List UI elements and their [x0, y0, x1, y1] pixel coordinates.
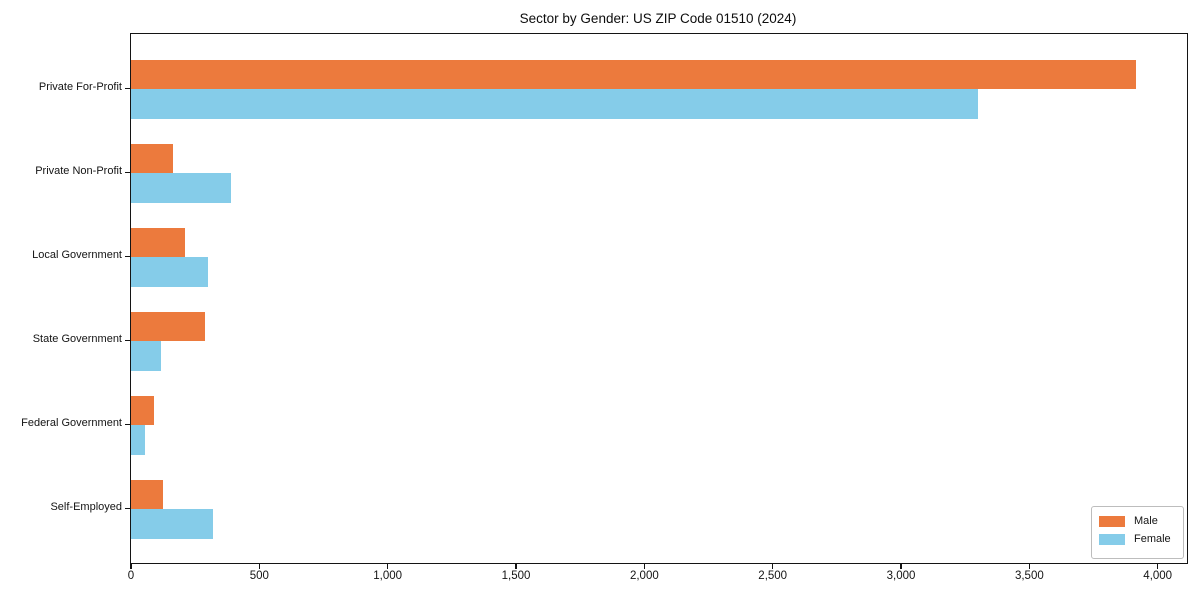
legend: Male Female [1091, 506, 1184, 559]
y-tick-mark [125, 423, 131, 425]
y-tick-label: Local Government [32, 249, 122, 262]
x-tick-mark [1028, 563, 1030, 569]
bar-male-2 [131, 143, 174, 174]
plot-area [130, 33, 1188, 564]
x-tick-label: 0 [127, 570, 135, 582]
y-tick-label: Self-Employed [50, 501, 122, 514]
y-tick-mark [125, 255, 131, 257]
x-tick-mark [515, 563, 517, 569]
bar-female-2 [131, 173, 232, 203]
legend-item-male: Male [1092, 512, 1183, 530]
y-tick-label: Private For-Profit [38, 81, 122, 94]
x-tick-mark [258, 563, 260, 569]
x-tick-label: 3,000 [886, 570, 916, 582]
y-tick-mark [125, 507, 131, 509]
x-tick-label: 1,500 [501, 570, 531, 582]
legend-label-male: Male [1134, 515, 1158, 527]
bar-male-5 [131, 395, 155, 426]
y-tick-mark [125, 339, 131, 341]
x-tick-label: 4,000 [1143, 570, 1173, 582]
bar-male-6 [131, 479, 164, 510]
bar-female-4 [131, 341, 161, 371]
x-tick-label: 2,500 [758, 570, 788, 582]
y-tick-label: Federal Government [21, 417, 122, 430]
x-tick-mark [130, 563, 132, 569]
y-tick-mark [125, 171, 131, 173]
y-tick-label: Private Non-Profit [35, 165, 122, 178]
x-tick-label: 500 [249, 570, 269, 582]
bar-male-3 [131, 227, 185, 258]
x-tick-mark [1157, 563, 1159, 569]
x-tick-label: 2,000 [629, 570, 659, 582]
chart-title: Sector by Gender: US ZIP Code 01510 (202… [519, 11, 797, 26]
x-tick-label: 3,500 [1014, 570, 1044, 582]
y-tick-label: State Government [32, 333, 122, 346]
legend-swatch-female [1099, 533, 1125, 545]
legend-label-female: Female [1134, 533, 1171, 545]
x-tick-mark [387, 563, 389, 569]
bar-male-4 [131, 311, 206, 342]
bar-female-3 [131, 257, 208, 287]
x-tick-mark [772, 563, 774, 569]
bar-female-1 [131, 89, 979, 119]
x-tick-mark [643, 563, 645, 569]
bar-female-6 [131, 509, 214, 539]
bar-male-1 [131, 59, 1136, 90]
legend-item-female: Female [1092, 530, 1183, 548]
y-tick-mark [125, 87, 131, 89]
x-tick-label: 1,000 [373, 570, 403, 582]
x-tick-mark [900, 563, 902, 569]
bar-female-5 [131, 425, 146, 455]
legend-swatch-male [1099, 515, 1125, 527]
